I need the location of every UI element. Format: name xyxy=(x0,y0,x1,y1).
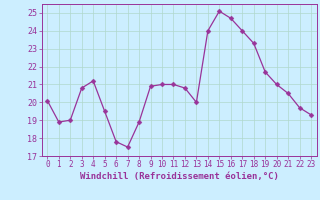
X-axis label: Windchill (Refroidissement éolien,°C): Windchill (Refroidissement éolien,°C) xyxy=(80,172,279,181)
